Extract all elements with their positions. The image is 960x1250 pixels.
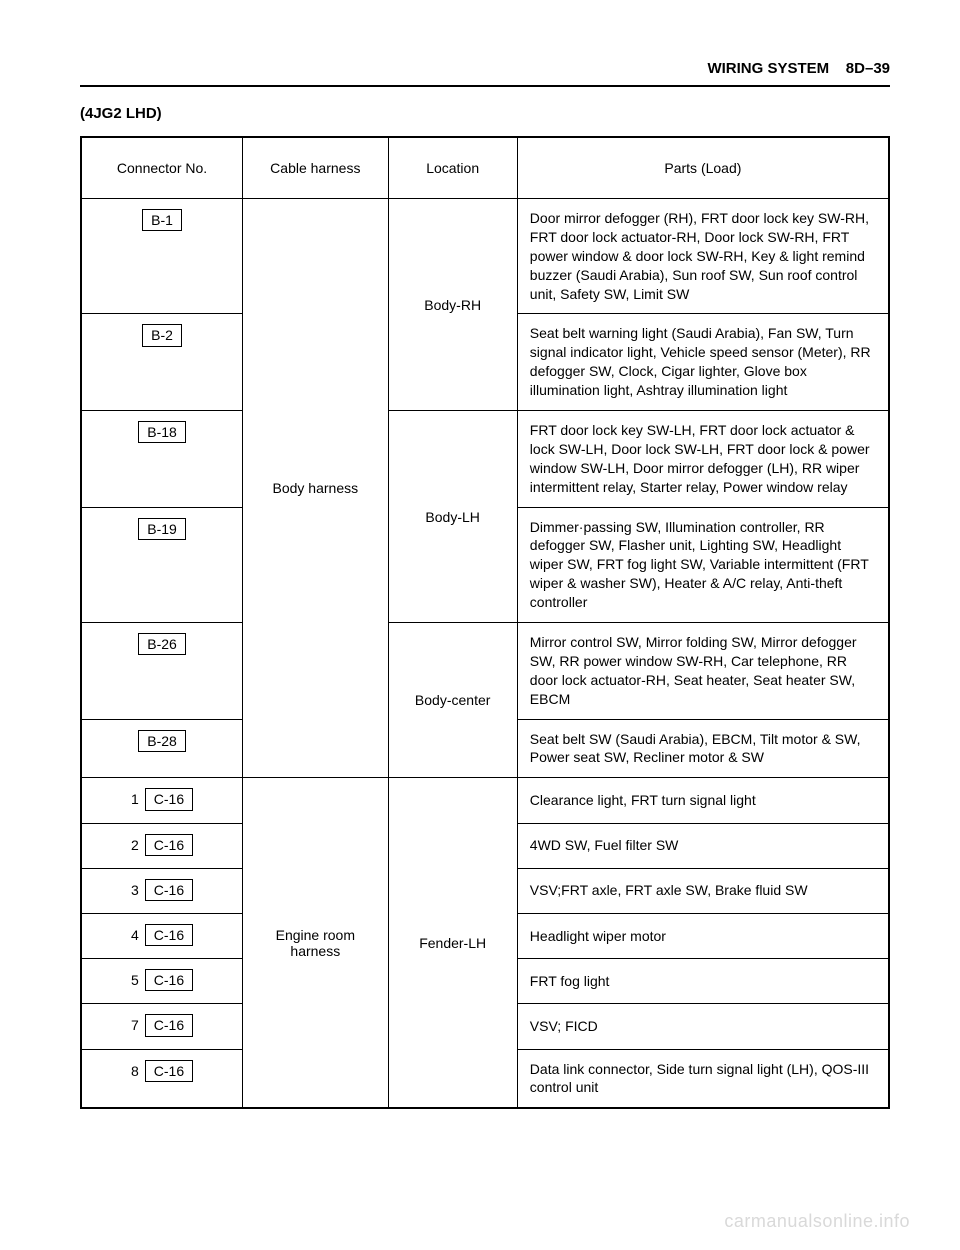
col-connector: Connector No. [81, 137, 243, 199]
connector-tag: C-16 [145, 834, 193, 856]
connector-cell: B-19 [81, 507, 243, 622]
connector-tag: B-2 [142, 324, 182, 346]
cable-cell: Engine room harness [243, 778, 388, 1108]
connector-prefix: 7 [131, 1017, 139, 1033]
connector-tag: B-28 [138, 730, 186, 752]
connector-tag-wrap: 7 C-16 [131, 1014, 193, 1036]
connector-cell: 7 C-16 [81, 1004, 243, 1049]
connector-tag-wrap: 5 C-16 [131, 969, 193, 991]
connector-tag-wrap: 1 C-16 [131, 788, 193, 810]
connector-prefix: 3 [131, 882, 139, 898]
parts-cell: Data link connector, Side turn signal li… [517, 1049, 889, 1108]
connector-table: Connector No. Cable harness Location Par… [80, 136, 890, 1109]
page-header: WIRING SYSTEM 8D–39 [80, 60, 890, 77]
connector-tag-wrap: B-28 [138, 730, 186, 752]
connector-tag-wrap: 3 C-16 [131, 879, 193, 901]
parts-cell: FRT fog light [517, 959, 889, 1004]
connector-cell: B-28 [81, 719, 243, 778]
connector-cell: B-18 [81, 411, 243, 508]
parts-cell: Door mirror defogger (RH), FRT door lock… [517, 199, 889, 314]
connector-tag-wrap: 2 C-16 [131, 834, 193, 856]
parts-cell: Dimmer·passing SW, Illumination controll… [517, 507, 889, 622]
connector-cell: 3 C-16 [81, 868, 243, 913]
connector-cell: 5 C-16 [81, 959, 243, 1004]
parts-cell: 4WD SW, Fuel filter SW [517, 823, 889, 868]
watermark: carmanualsonline.info [724, 1211, 910, 1232]
connector-tag: B-1 [142, 209, 182, 231]
connector-prefix: 5 [131, 972, 139, 988]
parts-cell: Seat belt warning light (Saudi Arabia), … [517, 314, 889, 411]
connector-tag-wrap: B-1 [142, 209, 182, 231]
connector-cell: B-1 [81, 199, 243, 314]
table-body: B-1 Body harnessBody-RHDoor mirror defogg… [81, 199, 889, 1109]
connector-prefix: 1 [131, 791, 139, 807]
header-divider [80, 85, 890, 87]
parts-cell: Clearance light, FRT turn signal light [517, 778, 889, 823]
connector-cell: 2 C-16 [81, 823, 243, 868]
parts-cell: Headlight wiper motor [517, 913, 889, 958]
table-row: B-26Body-centerMirror control SW, Mirror… [81, 623, 889, 720]
connector-cell: 1 C-16 [81, 778, 243, 823]
connector-tag: C-16 [145, 879, 193, 901]
location-cell: Fender-LH [388, 778, 517, 1108]
parts-cell: FRT door lock key SW-LH, FRT door lock a… [517, 411, 889, 508]
header-page-ref: 8D–39 [846, 60, 890, 77]
table-row: B-18Body-LHFRT door lock key SW-LH, FRT … [81, 411, 889, 508]
location-cell: Body-RH [388, 199, 517, 411]
parts-cell: VSV;FRT axle, FRT axle SW, Brake fluid S… [517, 868, 889, 913]
location-cell: Body-center [388, 623, 517, 778]
connector-tag-wrap: 8 C-16 [131, 1060, 193, 1082]
connector-prefix: 4 [131, 927, 139, 943]
header-title: WIRING SYSTEM [707, 60, 829, 77]
connector-tag-wrap: 4 C-16 [131, 924, 193, 946]
location-cell: Body-LH [388, 411, 517, 623]
parts-cell: VSV; FICD [517, 1004, 889, 1049]
col-cable: Cable harness [243, 137, 388, 199]
connector-tag-wrap: B-18 [138, 421, 186, 443]
parts-cell: Seat belt SW (Saudi Arabia), EBCM, Tilt … [517, 719, 889, 778]
connector-tag: B-26 [138, 633, 186, 655]
col-parts: Parts (Load) [517, 137, 889, 199]
connector-tag: C-16 [145, 969, 193, 991]
connector-tag: C-16 [145, 788, 193, 810]
connector-tag-wrap: B-26 [138, 633, 186, 655]
table-row: B-1Body harnessBody-RHDoor mirror defogg… [81, 199, 889, 314]
parts-cell: Mirror control SW, Mirror folding SW, Mi… [517, 623, 889, 720]
connector-prefix: 2 [131, 837, 139, 853]
connector-tag: C-16 [145, 924, 193, 946]
col-location: Location [388, 137, 517, 199]
connector-tag: C-16 [145, 1060, 193, 1082]
connector-cell: B-26 [81, 623, 243, 720]
connector-tag-wrap: B-19 [138, 518, 186, 540]
table-header-row: Connector No. Cable harness Location Par… [81, 137, 889, 199]
connector-cell: B-2 [81, 314, 243, 411]
connector-cell: 4 C-16 [81, 913, 243, 958]
connector-tag-wrap: B-2 [142, 324, 182, 346]
connector-cell: 8 C-16 [81, 1049, 243, 1108]
connector-tag: C-16 [145, 1014, 193, 1036]
cable-cell: Body harness [243, 199, 388, 778]
connector-prefix: 8 [131, 1063, 139, 1079]
table-row: 1C-16Engine room harnessFender-LHClearan… [81, 778, 889, 823]
subtitle: (4JG2 LHD) [80, 105, 890, 122]
connector-tag: B-19 [138, 518, 186, 540]
connector-tag: B-18 [138, 421, 186, 443]
